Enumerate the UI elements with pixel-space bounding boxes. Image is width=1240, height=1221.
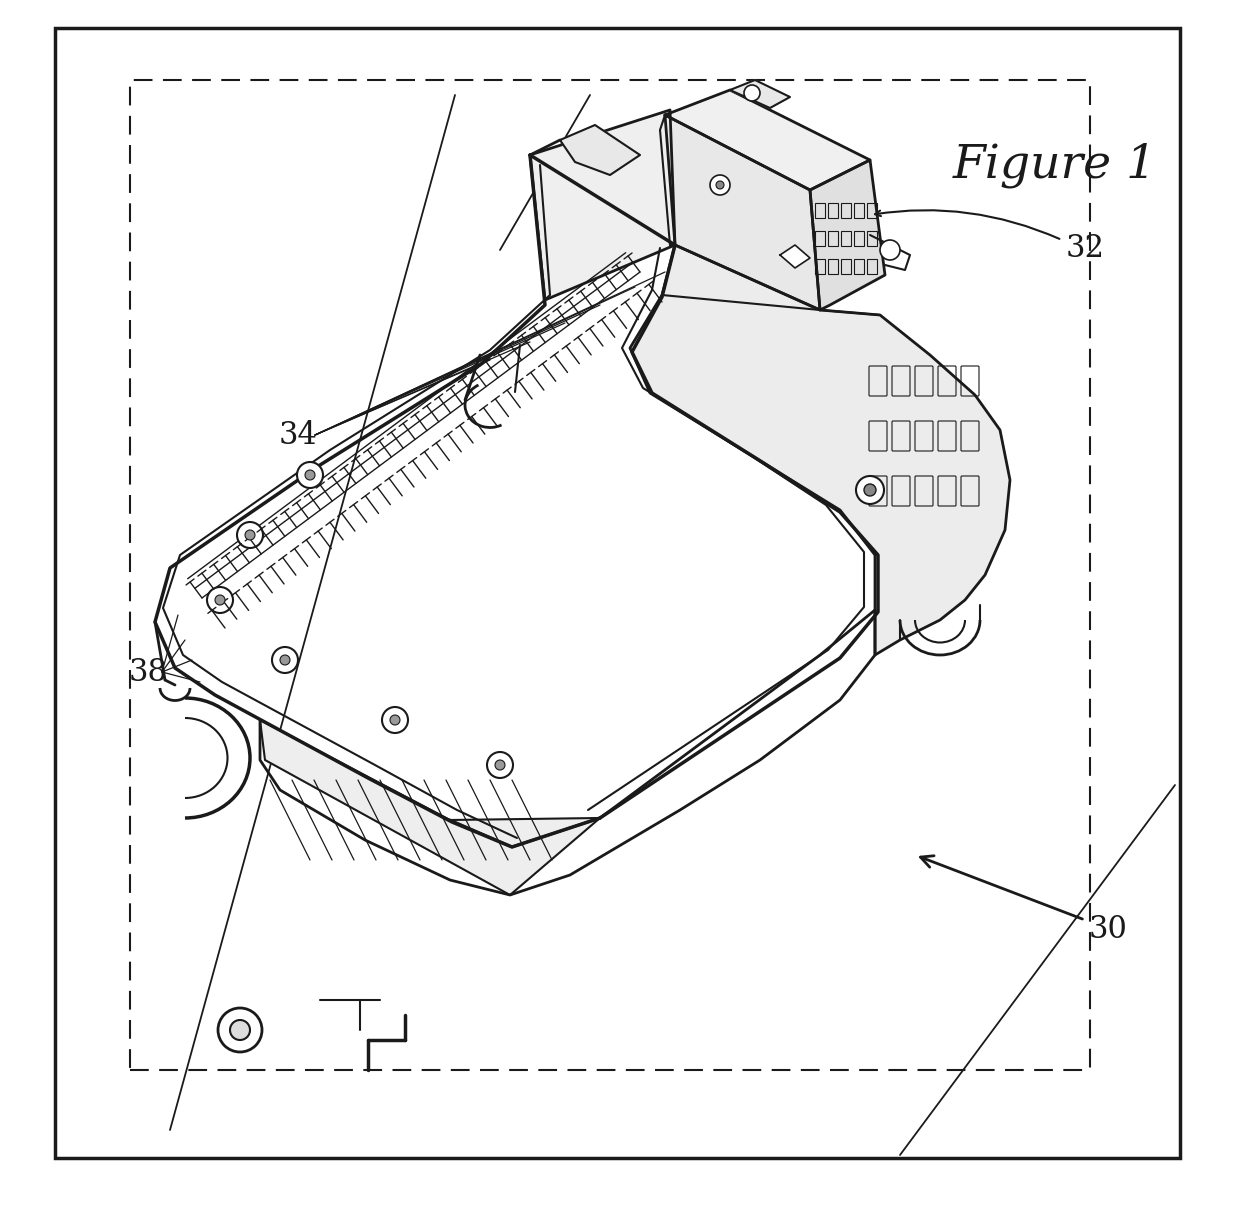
Circle shape — [382, 707, 408, 733]
Circle shape — [744, 85, 760, 101]
Circle shape — [487, 752, 513, 778]
Text: 34: 34 — [279, 420, 317, 451]
Circle shape — [391, 716, 401, 725]
Circle shape — [864, 484, 875, 496]
Polygon shape — [665, 90, 870, 190]
Text: 38: 38 — [129, 657, 167, 687]
Circle shape — [298, 462, 322, 488]
Circle shape — [218, 1009, 262, 1053]
Bar — [815, 203, 825, 219]
Polygon shape — [529, 110, 675, 300]
Polygon shape — [810, 160, 885, 310]
Circle shape — [272, 647, 298, 673]
Bar — [828, 203, 838, 219]
Polygon shape — [665, 115, 820, 310]
Bar — [841, 259, 851, 274]
Circle shape — [495, 759, 505, 770]
Polygon shape — [560, 125, 640, 175]
Circle shape — [237, 523, 263, 548]
Bar — [841, 231, 851, 245]
Polygon shape — [780, 245, 810, 267]
Circle shape — [305, 470, 315, 480]
Bar — [828, 231, 838, 245]
Bar — [130, 81, 1090, 1070]
Polygon shape — [630, 245, 1011, 654]
Bar — [815, 259, 825, 274]
Circle shape — [856, 476, 884, 504]
Bar — [854, 259, 864, 274]
Circle shape — [229, 1020, 250, 1040]
Bar — [867, 259, 877, 274]
Polygon shape — [260, 720, 600, 895]
Circle shape — [715, 181, 724, 189]
Circle shape — [215, 595, 224, 604]
Bar — [867, 203, 877, 219]
Bar — [828, 259, 838, 274]
Bar — [867, 231, 877, 245]
Text: Figure 1: Figure 1 — [952, 143, 1157, 188]
Circle shape — [246, 530, 255, 540]
Circle shape — [280, 654, 290, 665]
Text: 30: 30 — [1089, 915, 1127, 945]
Bar — [815, 231, 825, 245]
Bar — [841, 203, 851, 219]
Polygon shape — [730, 81, 790, 107]
Circle shape — [207, 587, 233, 613]
Circle shape — [711, 175, 730, 195]
Circle shape — [880, 241, 900, 260]
Bar — [854, 231, 864, 245]
Text: 32: 32 — [1065, 232, 1105, 264]
Bar — [854, 203, 864, 219]
